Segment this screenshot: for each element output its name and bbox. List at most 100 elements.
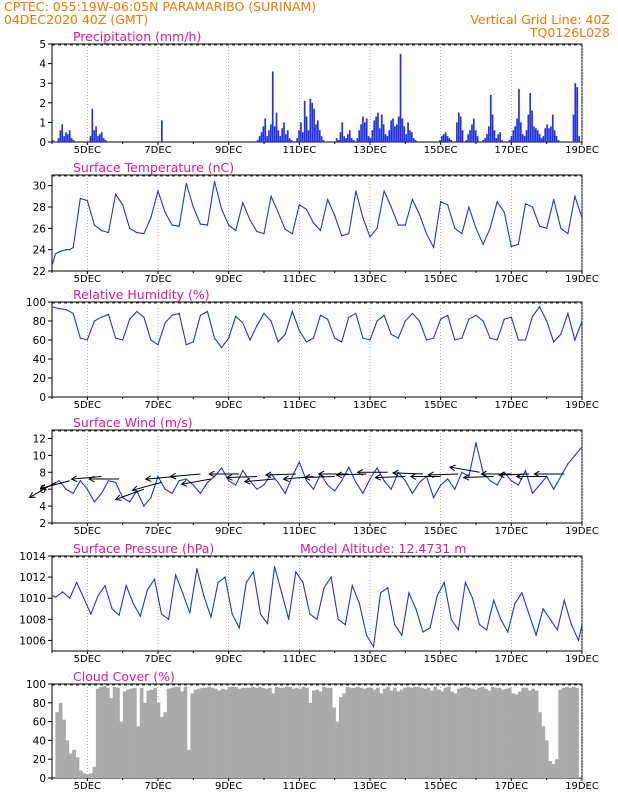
data-point [192,206,194,208]
data-point [171,314,173,316]
wind-arrow-head [409,473,417,480]
data-point [411,492,413,495]
data-point [348,233,350,235]
precip-bar [409,130,411,142]
precip-bar [97,136,99,142]
data-point [433,246,435,249]
precip-bar [347,134,349,142]
data-point [464,581,466,583]
data-point [581,320,583,322]
data-point [390,333,392,335]
data-point [425,233,428,235]
x-tick-label: 7DEC [144,781,171,792]
cloud-bar [237,688,242,778]
cloud-bar [450,691,455,778]
data-point [337,618,339,620]
data-point [274,565,276,568]
cloud-bar [122,691,127,778]
data-point [210,616,212,618]
data-point [58,308,60,310]
data-point [496,484,498,486]
x-tick-label: 9DEC [215,654,242,665]
x-tick-label: 13DEC [353,145,387,156]
y-tick-label: 24 [33,245,47,257]
data-point [231,613,233,615]
x-tick-label: 15DEC [424,654,458,665]
precip-bar [309,98,312,142]
precip-bar [362,116,364,142]
precip-bar [375,116,377,142]
precip-bar [283,122,285,142]
data-point [376,467,378,469]
cloud-bar [349,687,353,778]
cloud-bar [112,686,117,778]
cloud-bar [146,690,151,778]
data-point [129,227,131,229]
data-point [171,492,173,495]
x-tick-label: 15DEC [424,781,458,792]
data-point [129,318,131,320]
data-point [54,253,57,255]
cloud-bar [376,687,380,778]
data-point [510,245,512,248]
x-tick-label: 5DEC [74,526,101,537]
precip-bar [388,130,391,142]
data-point [521,592,523,594]
data-point [136,232,138,234]
data-point [291,310,293,313]
x-tick-label: 15DEC [424,274,458,285]
cloud-bar [544,740,549,778]
cloud-bar [419,687,424,778]
precip-bar [301,132,304,142]
x-tick-label: 9DEC [215,526,242,537]
cloud-bar [548,761,552,778]
data-point [524,469,527,472]
data-point [316,618,318,620]
data-point [79,197,81,200]
x-tick-label: 17DEC [494,654,528,665]
data-point [418,213,421,216]
data-point [72,492,74,495]
wind-arrow-head [144,475,152,482]
precip-bar [446,136,449,142]
data-point [291,475,293,478]
data-point [376,320,378,322]
wind-arrow-head [131,485,139,493]
precip-bar [521,134,524,142]
precip-bar [399,53,402,142]
cloud-bar [207,686,211,778]
y-tick-label: 3 [39,78,46,90]
data-point [263,312,265,314]
data-point [79,480,81,482]
data-point [146,589,148,591]
precip-bar [290,140,293,142]
cloud-bar [524,687,529,778]
precip-bar [557,140,560,142]
precip-bar [258,136,261,142]
cloud-bar [403,687,407,778]
precip-bar [264,118,267,142]
header-location: CPTEC: 055:19W-06:05N PARAMARIBO (SURINA… [4,0,316,14]
panel-6: 5DEC 7DEC 9DEC 11DEC 13DEC 15DEC 17DEC 19DEC 0 20… [26,669,599,792]
precip-bar [300,122,302,142]
data-point [489,337,491,339]
data-point [178,480,180,482]
data-point [139,615,141,617]
precip-bar [363,122,366,142]
y-tick-label: 60 [33,717,46,729]
data-point [270,473,272,475]
data-point [560,475,562,478]
precip-bar [493,130,496,142]
cloud-bar [440,691,444,778]
precip-bar [341,122,344,142]
data-point [150,497,152,499]
cloud-bar [102,685,107,778]
cloud-bar [416,686,421,778]
plot-frame [51,429,583,524]
x-tick-label: 11DEC [282,400,316,411]
precip-bar [262,126,265,142]
data-point [65,488,67,490]
x-tick-label: 5DEC [74,145,101,156]
precip-bar [551,114,554,142]
data-point [284,492,286,495]
